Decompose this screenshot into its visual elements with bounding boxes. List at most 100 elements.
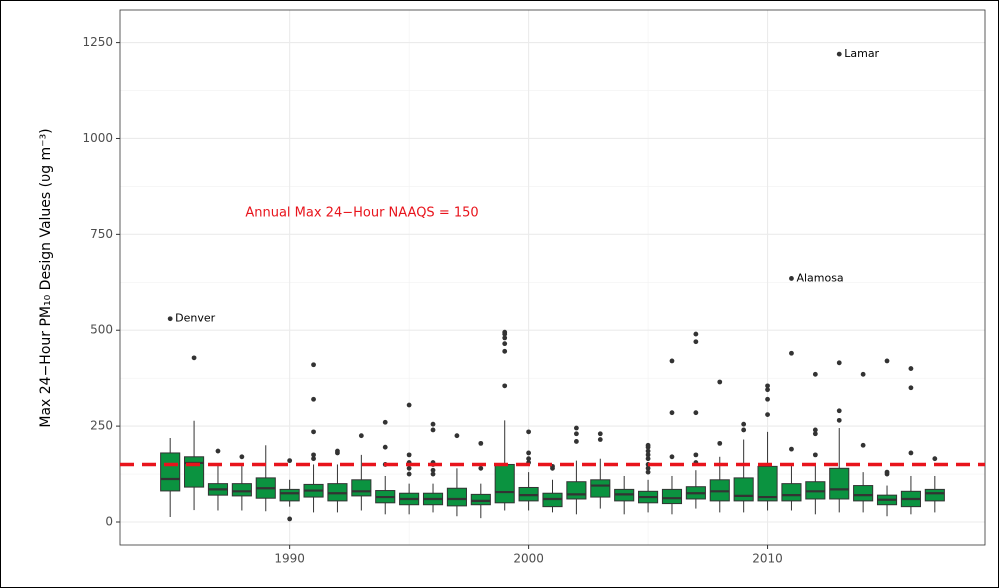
outlier bbox=[765, 412, 770, 418]
reference-label: Annual Max 24−Hour NAAQS = 150 bbox=[245, 206, 478, 221]
outlier bbox=[836, 408, 842, 414]
x-tick-label: 2000 bbox=[513, 552, 544, 566]
outlier bbox=[430, 421, 436, 427]
y-tick-label: 1250 bbox=[82, 35, 113, 49]
panel bbox=[120, 10, 985, 545]
outlier bbox=[860, 371, 866, 377]
outlier bbox=[645, 442, 651, 448]
outlier bbox=[765, 387, 770, 393]
box bbox=[590, 479, 611, 498]
y-tick-label: 750 bbox=[90, 227, 113, 241]
outlier bbox=[478, 465, 484, 471]
outlier bbox=[573, 425, 579, 431]
outlier bbox=[812, 427, 818, 433]
outlier bbox=[765, 396, 770, 402]
outlier bbox=[765, 383, 770, 389]
outlier bbox=[406, 402, 412, 408]
box bbox=[757, 465, 778, 502]
y-tick-label: 0 bbox=[105, 514, 113, 528]
outlier bbox=[573, 439, 579, 444]
y-tick-label: 500 bbox=[90, 323, 113, 337]
outlier bbox=[502, 335, 508, 341]
outlier bbox=[908, 450, 914, 456]
outlier bbox=[836, 51, 842, 57]
outlier bbox=[860, 442, 866, 448]
outlier bbox=[693, 452, 699, 458]
outlier bbox=[573, 431, 579, 437]
box bbox=[853, 485, 874, 502]
outlier bbox=[191, 355, 197, 361]
outlier bbox=[669, 410, 675, 416]
outlier bbox=[741, 427, 747, 433]
outlier bbox=[167, 316, 173, 322]
box bbox=[279, 488, 300, 502]
annotation: Denver bbox=[175, 312, 215, 325]
annotation: Lamar bbox=[844, 47, 879, 60]
outlier bbox=[406, 465, 412, 471]
outlier bbox=[597, 431, 603, 437]
outlier bbox=[645, 469, 651, 475]
x-tick-label: 2010 bbox=[752, 552, 783, 566]
outlier bbox=[358, 433, 364, 439]
outlier bbox=[311, 362, 316, 368]
y-tick-label: 250 bbox=[90, 419, 113, 433]
box bbox=[231, 483, 252, 497]
outlier bbox=[645, 452, 651, 458]
outlier bbox=[215, 448, 221, 454]
outlier bbox=[430, 467, 436, 473]
outlier bbox=[812, 371, 818, 377]
box bbox=[829, 467, 850, 500]
box bbox=[494, 463, 515, 504]
outlier bbox=[311, 396, 316, 402]
outlier bbox=[693, 331, 699, 337]
outlier bbox=[502, 383, 508, 389]
box bbox=[566, 481, 587, 500]
outlier bbox=[239, 454, 245, 460]
outlier bbox=[908, 385, 914, 391]
box bbox=[351, 479, 372, 497]
outlier bbox=[884, 358, 890, 364]
outlier bbox=[597, 437, 603, 442]
outlier bbox=[526, 450, 532, 456]
outlier bbox=[645, 465, 651, 471]
outlier bbox=[932, 456, 938, 462]
box bbox=[160, 452, 181, 492]
outlier bbox=[406, 452, 412, 458]
outlier bbox=[335, 448, 340, 454]
outlier bbox=[884, 469, 890, 475]
y-tick-label: 1000 bbox=[82, 131, 113, 145]
outlier bbox=[311, 456, 316, 462]
outlier bbox=[669, 358, 675, 364]
outlier bbox=[717, 379, 723, 385]
outlier bbox=[645, 456, 651, 462]
outlier bbox=[789, 276, 794, 281]
outlier bbox=[693, 339, 699, 345]
outlier bbox=[908, 366, 914, 371]
x-tick-label: 1990 bbox=[274, 552, 305, 566]
outlier bbox=[789, 446, 794, 452]
box bbox=[924, 488, 945, 502]
box bbox=[184, 456, 205, 488]
outlier bbox=[812, 431, 818, 437]
box bbox=[661, 488, 683, 505]
outlier bbox=[454, 433, 460, 439]
outlier bbox=[430, 427, 436, 433]
y-axis-label: Max 24−Hour PM₁₀ Design Values (υg m⁻³) bbox=[38, 128, 54, 427]
outlier bbox=[382, 444, 388, 450]
outlier bbox=[311, 452, 316, 458]
outlier bbox=[836, 360, 842, 366]
panel-border bbox=[119, 9, 986, 546]
outlier bbox=[836, 417, 842, 423]
outlier bbox=[311, 429, 316, 435]
outlier bbox=[789, 350, 794, 356]
outlier bbox=[526, 429, 532, 435]
outlier bbox=[812, 452, 818, 458]
outlier bbox=[502, 341, 508, 347]
box bbox=[781, 483, 802, 502]
outlier bbox=[406, 471, 412, 477]
outlier bbox=[382, 419, 388, 425]
outlier bbox=[287, 516, 293, 522]
outlier bbox=[478, 440, 484, 446]
annotation: Alamosa bbox=[796, 271, 843, 284]
